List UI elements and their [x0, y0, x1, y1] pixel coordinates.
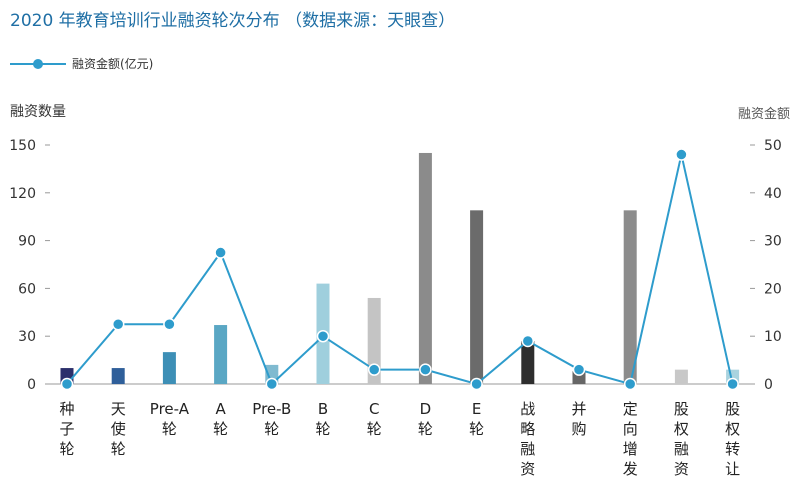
line-point — [572, 363, 586, 376]
bar — [674, 369, 688, 384]
legend-label: 融资金额(亿元) — [72, 57, 154, 71]
y-left-tick-label: 120 — [9, 186, 36, 202]
line-point — [726, 377, 739, 391]
x-tick-label: 天使轮 — [111, 400, 126, 458]
x-tick-label: 战略融资 — [520, 400, 535, 478]
bar — [214, 325, 228, 384]
line-point — [367, 363, 381, 376]
x-tick-label: 种子轮 — [59, 400, 74, 458]
bar — [367, 297, 381, 384]
bar — [418, 152, 432, 384]
bar — [521, 340, 535, 384]
line-point — [163, 318, 176, 331]
y-axis-left-label: 融资数量 — [10, 104, 66, 120]
line-series — [66, 154, 734, 386]
y-left-tick-label: 0 — [27, 377, 36, 393]
line-point — [111, 318, 125, 331]
y-left-tick-label: 30 — [18, 329, 36, 345]
legend-line-marker-icon — [10, 58, 66, 69]
line-point — [470, 377, 483, 391]
y-right-tick-label: 20 — [764, 281, 782, 297]
line-point — [316, 329, 330, 343]
chart-title: 2020 年教育培训行业融资轮次分布 （数据来源：天眼查） — [10, 11, 456, 31]
bar — [111, 368, 125, 384]
bar — [470, 210, 484, 384]
y-left-tick-label: 90 — [18, 234, 36, 250]
line-point — [214, 246, 227, 259]
legend: 融资金额(亿元) — [10, 55, 153, 72]
x-tick-label: Pre-B 轮 — [252, 400, 291, 438]
y-right-tick-label: 10 — [764, 329, 782, 345]
x-tick-label: Pre-A 轮 — [150, 400, 190, 438]
y-left-tick-label: 60 — [18, 281, 36, 297]
line-point — [60, 377, 74, 391]
bar — [162, 352, 176, 384]
line-point — [265, 377, 279, 391]
y-right-tick-label: 0 — [764, 377, 773, 393]
y-left-tick-label: 150 — [9, 138, 36, 154]
x-tick-label: 股权转让 — [725, 400, 740, 478]
y-right-tick-label: 50 — [764, 138, 782, 154]
line-point — [623, 377, 637, 391]
x-tick-label: 定向增发 — [623, 400, 638, 478]
line-point — [675, 148, 688, 161]
y-right-tick-label: 40 — [764, 186, 782, 202]
x-tick-label: 股权融资 — [674, 400, 689, 478]
line-point — [521, 334, 535, 348]
bar — [623, 210, 637, 384]
y-right-tick-label: 30 — [764, 234, 782, 250]
y-axis-right-label: 融资金额 — [737, 107, 790, 122]
x-tick-label: 并购 — [571, 400, 586, 438]
line-point — [419, 363, 432, 376]
